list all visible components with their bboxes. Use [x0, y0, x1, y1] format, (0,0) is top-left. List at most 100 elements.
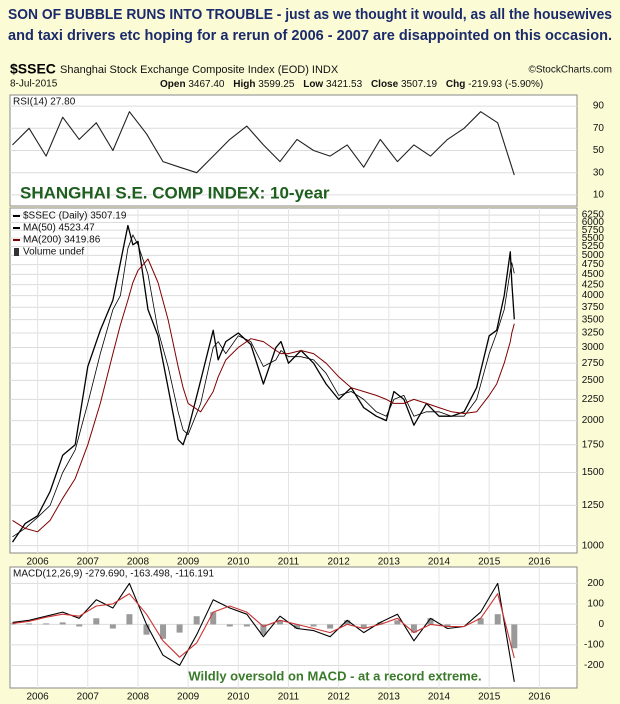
- y-tick-label: 3750: [582, 302, 605, 313]
- histogram-bar: [494, 614, 501, 625]
- histogram-bar: [109, 624, 116, 629]
- x-tick-label: 2014: [428, 692, 451, 703]
- headline: SON OF BUBBLE RUNS INTO TROUBLE - just a…: [8, 6, 612, 23]
- x-tick-label: 2016: [528, 692, 551, 703]
- y-tick-label: 5250: [582, 241, 605, 252]
- histogram-bar: [210, 612, 217, 625]
- y-tick-label: 5500: [582, 233, 605, 244]
- x-tick-label: 2012: [328, 692, 351, 703]
- y-tick-label: 6250: [582, 210, 605, 221]
- y-tick-label: 50: [593, 145, 605, 156]
- x-tick-label: 2009: [177, 692, 200, 703]
- histogram-bar: [294, 624, 301, 629]
- x-tick-label: 2009: [177, 557, 200, 568]
- quote-value: 3599.25: [258, 79, 295, 90]
- x-tick-label: 2013: [378, 557, 401, 568]
- x-tick-label: 2010: [227, 692, 250, 703]
- x-tick-label: 2011: [278, 692, 300, 703]
- histogram-bar: [344, 620, 351, 625]
- y-tick-label: 2250: [582, 394, 605, 405]
- x-tick-label: 2014: [428, 557, 451, 568]
- series-line: [12, 582, 515, 682]
- histogram-bar: [43, 623, 50, 625]
- x-tick-label: 2016: [528, 557, 551, 568]
- annotation: SHANGHAI S.E. COMP INDEX: 10-year: [20, 183, 330, 202]
- y-tick-label: 3000: [582, 342, 605, 353]
- x-tick-label: 2012: [328, 557, 351, 568]
- y-tick-label: 2750: [582, 358, 605, 369]
- quote-label: Close: [371, 79, 399, 90]
- quote-value: 3507.19: [401, 79, 438, 90]
- histogram-bar: [310, 624, 317, 627]
- x-tick-label: 2007: [77, 557, 100, 568]
- y-tick-label: 5750: [582, 225, 605, 236]
- x-tick-label: 2015: [478, 557, 501, 568]
- y-tick-label: 6000: [582, 217, 605, 228]
- legend-label: $SSEC (Daily) 3507.19: [23, 211, 127, 222]
- symbol: $SSEC: [10, 61, 56, 77]
- y-tick-label: -100: [584, 640, 604, 651]
- histogram-bar: [9, 623, 16, 625]
- x-tick-label: 2008: [127, 692, 150, 703]
- histogram-bar: [160, 624, 167, 639]
- panel: [9, 566, 578, 689]
- y-tick-label: -200: [584, 660, 604, 671]
- x-tick-label: 2010: [227, 557, 250, 568]
- legend-label: MA(50) 4523.47: [23, 223, 95, 234]
- y-tick-label: 2000: [582, 415, 605, 426]
- quote-value: 3467.40: [188, 79, 225, 90]
- y-tick-label: 1500: [582, 467, 605, 478]
- index-name: Shanghai Stock Exchange Composite Index …: [60, 64, 339, 76]
- y-tick-label: 4250: [582, 279, 605, 290]
- y-tick-label: 3250: [582, 328, 605, 339]
- y-tick-label: 2500: [582, 375, 605, 386]
- histogram-bar: [360, 624, 367, 629]
- quote: Open 3467.40 High 3599.25 Low 3421.53 Cl…: [160, 79, 543, 90]
- x-tick-label: 2008: [127, 557, 150, 568]
- x-tick-label: 2015: [478, 692, 501, 703]
- y-tick-label: 1000: [582, 540, 605, 551]
- x-tick-label: 2006: [26, 557, 49, 568]
- y-tick-label: 90: [593, 101, 605, 112]
- y-tick-label: 4000: [582, 290, 605, 301]
- histogram-bar: [93, 618, 100, 625]
- histogram-bar: [126, 614, 133, 625]
- y-tick-label: 10: [593, 190, 605, 201]
- x-tick-label: 2011: [278, 557, 300, 568]
- y-tick-label: 1750: [582, 439, 605, 450]
- series-line: [12, 234, 515, 538]
- legend-swatch: [14, 248, 19, 256]
- histogram-bar: [477, 618, 484, 625]
- histogram-bar: [394, 620, 401, 625]
- x-tick-label: 2006: [26, 692, 49, 703]
- y-tick-label: 0: [598, 619, 604, 630]
- series-line: [12, 111, 515, 176]
- y-tick-label: 30: [593, 167, 605, 178]
- histogram-bar: [76, 624, 83, 627]
- y-tick-label: 100: [587, 599, 604, 610]
- legend-label: MA(200) 3419.86: [23, 235, 101, 246]
- y-tick-label: 1250: [582, 500, 605, 511]
- quote-label: Chg: [446, 79, 465, 90]
- series-line: [11, 224, 515, 543]
- histogram-bar: [260, 624, 267, 635]
- quote-label: Open: [160, 79, 186, 90]
- histogram-bar: [193, 616, 200, 625]
- histogram-bar: [143, 624, 150, 635]
- histogram-bar: [59, 622, 66, 625]
- histogram-bar: [444, 624, 451, 627]
- source: ©StockCharts.com: [528, 65, 612, 76]
- series-line: [12, 593, 515, 659]
- panel-title: RSI(14) 27.80: [13, 97, 76, 108]
- histogram-bar: [511, 624, 518, 649]
- y-tick-label: 4750: [582, 259, 605, 270]
- legend-label: Volume undef: [23, 247, 84, 258]
- y-tick-label: 200: [587, 578, 604, 589]
- y-tick-label: 3500: [582, 314, 605, 325]
- histogram-bar: [176, 624, 183, 633]
- quote-value: 3421.53: [326, 79, 363, 90]
- series-line: [12, 258, 515, 533]
- histogram-bar: [243, 624, 250, 627]
- x-tick-label: 2007: [77, 692, 100, 703]
- quote-value: -219.93 (-5.90%): [468, 79, 543, 90]
